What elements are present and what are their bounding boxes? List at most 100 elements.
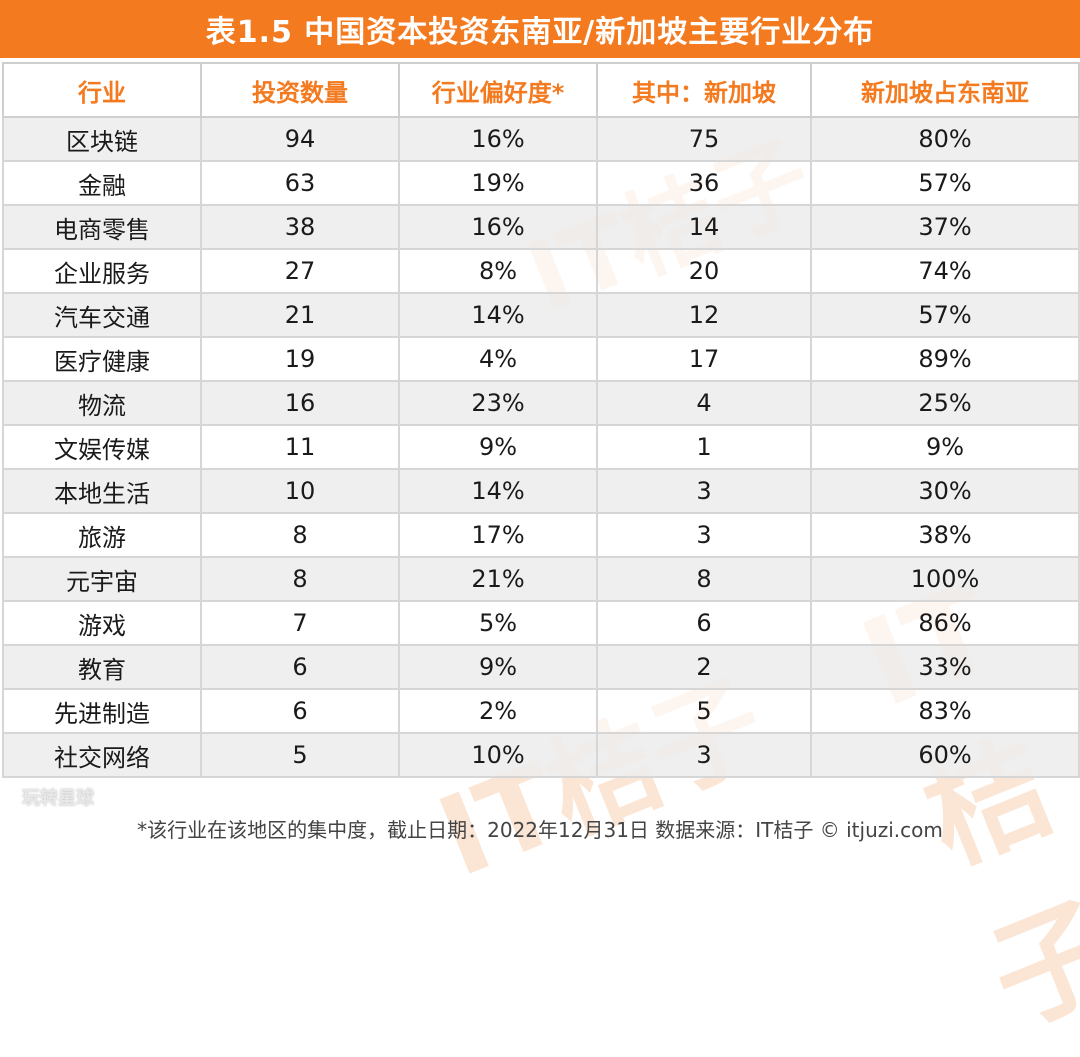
cell-industry: 先进制造 [2, 688, 202, 734]
cell-preference: 4% [398, 336, 598, 382]
cell-singapore: 3 [596, 512, 812, 558]
cell-preference: 16% [398, 116, 598, 162]
cell-preference: 2% [398, 688, 598, 734]
cell-singapore: 6 [596, 600, 812, 646]
cell-industry: 教育 [2, 644, 202, 690]
cell-investment-count: 7 [200, 600, 400, 646]
cell-preference: 14% [398, 468, 598, 514]
cell-industry: 企业服务 [2, 248, 202, 294]
cell-investment-count: 21 [200, 292, 400, 338]
table-title: 表1.5 中国资本投资东南亚/新加坡主要行业分布 [0, 0, 1080, 58]
cell-singapore-share: 25% [810, 380, 1080, 426]
cell-industry: 区块链 [2, 116, 202, 162]
cell-singapore: 75 [596, 116, 812, 162]
table-row: 元宇宙 8 21% 8 100% [2, 556, 1080, 602]
table-row: 电商零售 38 16% 14 37% [2, 204, 1080, 250]
cell-singapore: 8 [596, 556, 812, 602]
cell-singapore: 12 [596, 292, 812, 338]
cell-preference: 14% [398, 292, 598, 338]
overlay-text: 玩转星球 [22, 788, 94, 809]
cell-preference: 8% [398, 248, 598, 294]
header-singapore-share: 新加坡占东南亚 [810, 62, 1080, 118]
cell-preference: 23% [398, 380, 598, 426]
table-row: 企业服务 27 8% 20 74% [2, 248, 1080, 294]
table-row: 汽车交通 21 14% 12 57% [2, 292, 1080, 338]
cell-investment-count: 6 [200, 688, 400, 734]
cell-singapore: 2 [596, 644, 812, 690]
cell-singapore-share: 38% [810, 512, 1080, 558]
cell-singapore-share: 80% [810, 116, 1080, 162]
cell-industry: 医疗健康 [2, 336, 202, 382]
cell-investment-count: 63 [200, 160, 400, 206]
cell-singapore-share: 57% [810, 292, 1080, 338]
cell-singapore: 5 [596, 688, 812, 734]
cell-industry: 金融 [2, 160, 202, 206]
header-row: 行业 投资数量 行业偏好度* 其中：新加坡 新加坡占东南亚 [2, 62, 1080, 118]
cell-industry: 文娱传媒 [2, 424, 202, 470]
cell-singapore-share: 86% [810, 600, 1080, 646]
cell-preference: 19% [398, 160, 598, 206]
cell-singapore: 20 [596, 248, 812, 294]
cell-singapore-share: 33% [810, 644, 1080, 690]
cell-industry: 游戏 [2, 600, 202, 646]
cell-investment-count: 16 [200, 380, 400, 426]
cell-investment-count: 38 [200, 204, 400, 250]
cell-investment-count: 5 [200, 732, 400, 778]
header-investment-count: 投资数量 [200, 62, 400, 118]
cell-investment-count: 10 [200, 468, 400, 514]
cell-singapore-share: 100% [810, 556, 1080, 602]
cell-singapore-share: 9% [810, 424, 1080, 470]
header-preference: 行业偏好度* [398, 62, 598, 118]
table-row: 教育 6 9% 2 33% [2, 644, 1080, 690]
table-row: 物流 16 23% 4 25% [2, 380, 1080, 426]
cell-investment-count: 27 [200, 248, 400, 294]
cell-singapore: 14 [596, 204, 812, 250]
cell-singapore: 1 [596, 424, 812, 470]
cell-investment-count: 6 [200, 644, 400, 690]
table-row: 医疗健康 19 4% 17 89% [2, 336, 1080, 382]
cell-preference: 16% [398, 204, 598, 250]
cell-investment-count: 94 [200, 116, 400, 162]
table-row: 旅游 8 17% 3 38% [2, 512, 1080, 558]
cell-industry: 社交网络 [2, 732, 202, 778]
cell-investment-count: 8 [200, 512, 400, 558]
table-row: 金融 63 19% 36 57% [2, 160, 1080, 206]
cell-preference: 17% [398, 512, 598, 558]
cell-preference: 10% [398, 732, 598, 778]
cell-singapore: 17 [596, 336, 812, 382]
cell-singapore-share: 60% [810, 732, 1080, 778]
table-row: 文娱传媒 11 9% 1 9% [2, 424, 1080, 470]
cell-singapore-share: 37% [810, 204, 1080, 250]
cell-singapore-share: 83% [810, 688, 1080, 734]
header-industry: 行业 [2, 62, 202, 118]
table-row: 区块链 94 16% 75 80% [2, 116, 1080, 162]
cell-preference: 9% [398, 644, 598, 690]
table-row: 社交网络 5 10% 3 60% [2, 732, 1080, 778]
table-row: 先进制造 6 2% 5 83% [2, 688, 1080, 734]
cell-investment-count: 11 [200, 424, 400, 470]
cell-singapore: 3 [596, 732, 812, 778]
table-row: 本地生活 10 14% 3 30% [2, 468, 1080, 514]
cell-singapore-share: 57% [810, 160, 1080, 206]
cell-investment-count: 8 [200, 556, 400, 602]
cell-investment-count: 19 [200, 336, 400, 382]
cell-singapore-share: 30% [810, 468, 1080, 514]
cell-industry: 汽车交通 [2, 292, 202, 338]
cell-industry: 元宇宙 [2, 556, 202, 602]
industry-table: 行业 投资数量 行业偏好度* 其中：新加坡 新加坡占东南亚 区块链 94 16% 75… [2, 62, 1080, 778]
cell-singapore-share: 74% [810, 248, 1080, 294]
header-singapore: 其中：新加坡 [596, 62, 812, 118]
cell-industry: 旅游 [2, 512, 202, 558]
footnote: *该行业在该地区的集中度，截止日期：2022年12月31日 数据来源：IT桔子 … [137, 817, 943, 842]
cell-singapore-share: 89% [810, 336, 1080, 382]
cell-preference: 9% [398, 424, 598, 470]
table-row: 游戏 7 5% 6 86% [2, 600, 1080, 646]
cell-preference: 5% [398, 600, 598, 646]
cell-singapore: 4 [596, 380, 812, 426]
cell-industry: 电商零售 [2, 204, 202, 250]
cell-preference: 21% [398, 556, 598, 602]
cell-singapore: 36 [596, 160, 812, 206]
cell-industry: 物流 [2, 380, 202, 426]
cell-industry: 本地生活 [2, 468, 202, 514]
cell-singapore: 3 [596, 468, 812, 514]
